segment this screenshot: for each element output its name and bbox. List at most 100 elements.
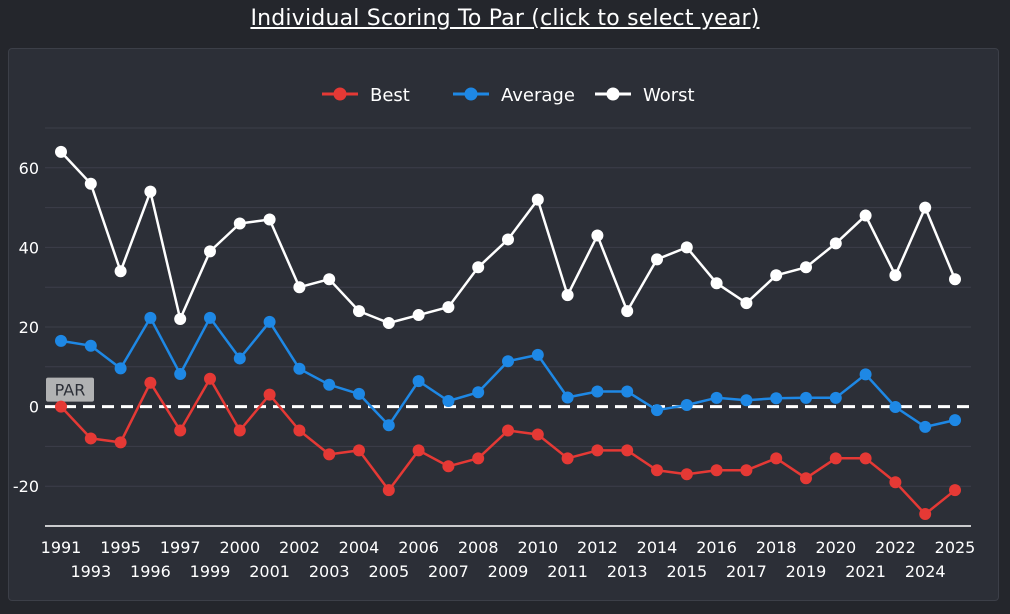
data-point-worst[interactable]: [442, 301, 455, 314]
data-point-worst[interactable]: [412, 309, 425, 322]
data-point-best[interactable]: [502, 424, 514, 437]
data-point-worst[interactable]: [829, 237, 842, 250]
data-point-best[interactable]: [293, 424, 306, 437]
data-point-average[interactable]: [919, 420, 932, 433]
data-point-average[interactable]: [144, 311, 157, 324]
data-point-worst[interactable]: [680, 241, 693, 254]
data-point-best[interactable]: [204, 372, 216, 385]
data-point-best[interactable]: [233, 424, 246, 437]
data-point-best[interactable]: [84, 432, 97, 445]
data-point-average[interactable]: [114, 362, 127, 375]
legend[interactable]: Best Average Worst: [322, 85, 695, 106]
data-point-best[interactable]: [889, 476, 902, 489]
data-point-best[interactable]: [144, 376, 157, 389]
data-point-best[interactable]: [770, 452, 783, 465]
data-point-worst[interactable]: [204, 245, 216, 258]
data-point-best[interactable]: [591, 444, 604, 457]
data-point-best[interactable]: [114, 436, 127, 449]
data-point-average[interactable]: [859, 368, 872, 381]
data-point-worst[interactable]: [800, 261, 812, 274]
data-point-worst[interactable]: [531, 193, 544, 206]
data-point-worst[interactable]: [233, 217, 246, 230]
data-point-best[interactable]: [412, 444, 425, 457]
data-point-average[interactable]: [233, 352, 246, 365]
data-point-worst[interactable]: [740, 297, 753, 310]
data-point-average[interactable]: [949, 414, 961, 427]
data-point-average[interactable]: [174, 367, 187, 380]
data-point-average[interactable]: [382, 419, 395, 432]
data-point-best[interactable]: [859, 452, 872, 465]
data-point-worst[interactable]: [919, 201, 932, 214]
data-point-average[interactable]: [800, 391, 812, 404]
data-point-worst[interactable]: [114, 265, 127, 278]
data-point-best[interactable]: [680, 468, 693, 481]
data-point-worst[interactable]: [710, 277, 723, 290]
data-point-average[interactable]: [502, 355, 514, 368]
data-point-worst[interactable]: [770, 269, 783, 282]
data-point-average[interactable]: [651, 404, 663, 417]
data-point-average[interactable]: [55, 334, 67, 347]
data-point-average[interactable]: [472, 386, 485, 399]
data-point-worst[interactable]: [174, 313, 187, 326]
data-point-best[interactable]: [382, 484, 395, 497]
data-point-best[interactable]: [621, 444, 634, 457]
data-point-best[interactable]: [472, 452, 485, 465]
data-point-average[interactable]: [412, 375, 425, 388]
data-point-average[interactable]: [770, 392, 783, 405]
data-point-worst[interactable]: [84, 177, 97, 190]
data-point-worst[interactable]: [591, 229, 604, 242]
data-point-best[interactable]: [829, 452, 842, 465]
data-point-average[interactable]: [531, 348, 544, 361]
data-point-worst[interactable]: [55, 145, 67, 158]
data-point-best[interactable]: [263, 388, 276, 401]
data-point-average[interactable]: [591, 385, 604, 398]
data-point-average[interactable]: [710, 391, 723, 404]
data-point-average[interactable]: [889, 400, 902, 413]
data-point-worst[interactable]: [353, 305, 365, 318]
data-point-average[interactable]: [740, 394, 753, 407]
data-point-average[interactable]: [680, 399, 693, 412]
data-point-best[interactable]: [174, 424, 187, 437]
data-point-worst[interactable]: [293, 281, 306, 294]
data-point-best[interactable]: [323, 448, 336, 461]
data-point-average[interactable]: [263, 315, 276, 328]
data-point-best[interactable]: [55, 400, 67, 413]
data-point-average[interactable]: [293, 362, 306, 375]
data-point-best[interactable]: [800, 472, 812, 485]
data-point-average[interactable]: [204, 311, 216, 324]
data-point-best[interactable]: [651, 464, 663, 477]
data-point-worst[interactable]: [502, 233, 514, 246]
data-point-best[interactable]: [949, 484, 961, 497]
data-point-worst[interactable]: [621, 305, 634, 318]
data-point-best[interactable]: [531, 428, 544, 441]
data-point-worst[interactable]: [323, 273, 336, 286]
data-point-best[interactable]: [442, 460, 455, 473]
legend-item-worst[interactable]: Worst: [595, 85, 695, 106]
data-point-best[interactable]: [710, 464, 723, 477]
legend-item-average[interactable]: Average: [453, 85, 575, 106]
data-point-worst[interactable]: [949, 273, 961, 286]
data-point-average[interactable]: [561, 391, 574, 404]
chart-title[interactable]: Individual Scoring To Par (click to sele…: [250, 6, 760, 31]
data-point-average[interactable]: [84, 339, 97, 352]
data-point-worst[interactable]: [561, 289, 574, 302]
data-point-worst[interactable]: [144, 185, 157, 198]
data-point-worst[interactable]: [859, 209, 872, 222]
data-point-best[interactable]: [919, 508, 932, 521]
data-point-worst[interactable]: [382, 317, 395, 330]
data-point-worst[interactable]: [263, 213, 276, 226]
data-point-average[interactable]: [323, 378, 336, 391]
legend-item-best[interactable]: Best: [322, 85, 410, 106]
data-point-worst[interactable]: [889, 269, 902, 282]
data-point-average[interactable]: [829, 391, 842, 404]
grid-lines: [45, 127, 971, 487]
x-tick-label: 2022: [875, 538, 916, 557]
data-point-best[interactable]: [353, 444, 365, 457]
data-point-best[interactable]: [561, 452, 574, 465]
data-point-worst[interactable]: [651, 253, 663, 266]
data-point-average[interactable]: [621, 385, 634, 398]
data-point-best[interactable]: [740, 464, 753, 477]
data-point-worst[interactable]: [472, 261, 485, 274]
data-point-average[interactable]: [442, 395, 455, 408]
data-point-average[interactable]: [353, 387, 365, 400]
